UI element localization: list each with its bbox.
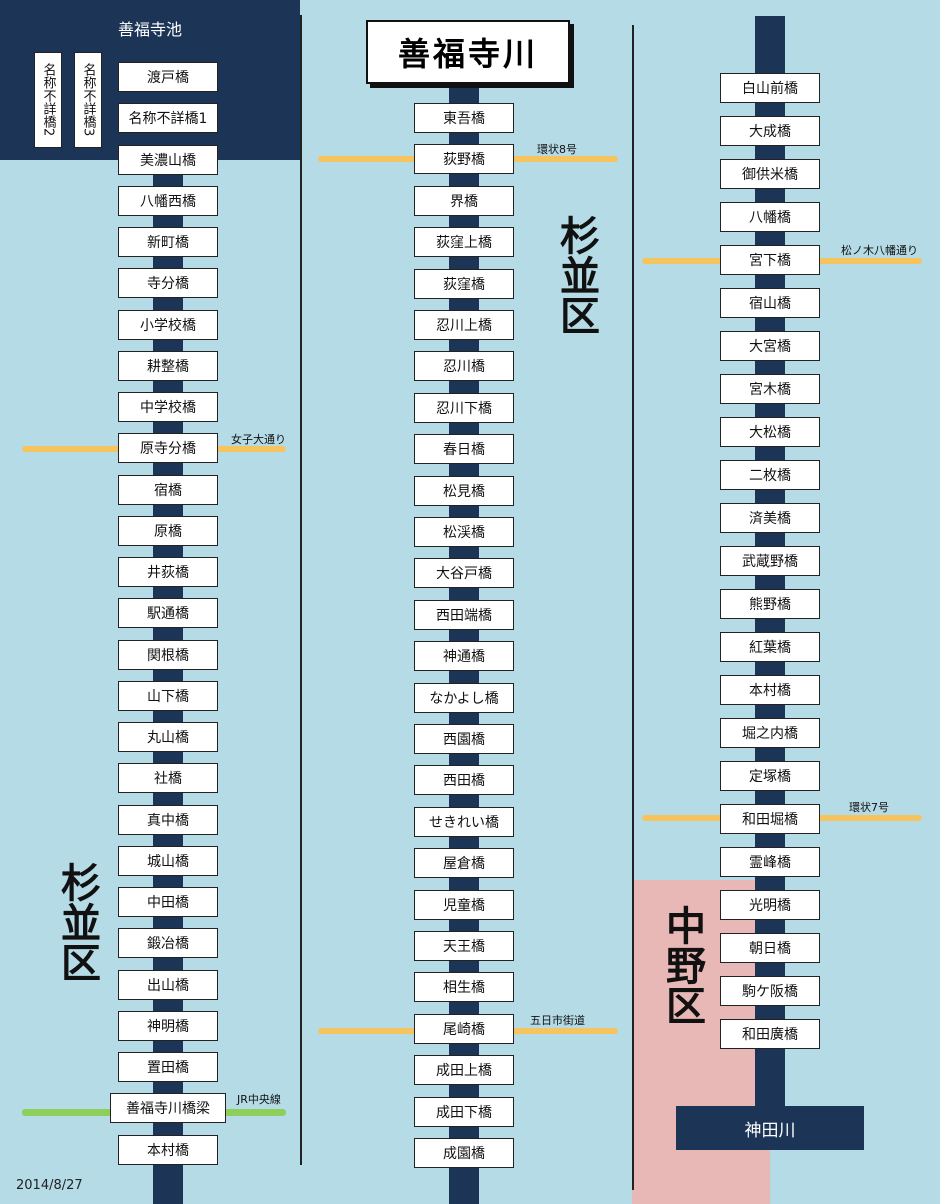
column-divider-2	[632, 25, 634, 1190]
ward-label-nakano: 中野区	[657, 905, 707, 1033]
bridge-left: 原寺分橋	[118, 433, 218, 464]
bridge-left: 原橋	[118, 515, 218, 546]
bridge-middle: 春日橋	[414, 434, 514, 465]
bridge-right: 本村橋	[720, 675, 820, 705]
bridge-left: 八幡西橋	[118, 185, 218, 216]
bridge-middle: 忍川橋	[414, 351, 514, 382]
bridge-middle: 界橋	[414, 185, 514, 216]
bridge-middle: 忍川下橋	[414, 392, 514, 423]
bridge-right: 武蔵野橋	[720, 546, 820, 576]
bridge-left: 渡戸橋	[118, 62, 218, 92]
bridge-right: 朝日橋	[720, 933, 820, 963]
bridge-left: 耕整橋	[118, 350, 218, 381]
bridge-right: 熊野橋	[720, 589, 820, 619]
bridge-middle: 忍川上橋	[414, 310, 514, 340]
bridge-left: 城山橋	[118, 845, 218, 876]
bridge-right: 二枚橋	[720, 460, 820, 490]
bridge-right: 宮下橋	[720, 245, 820, 275]
bridge-left: 名称不詳橋1	[118, 103, 218, 134]
bridge-right: 駒ケ阪橋	[720, 976, 820, 1006]
bridge-right: 御供米橋	[720, 159, 820, 189]
bridge-middle: 尾崎橋	[414, 1013, 514, 1044]
bridge-middle: 屋倉橋	[414, 848, 514, 879]
bridge-left: 寺分橋	[118, 268, 218, 299]
bridge-middle: 成田下橋	[414, 1096, 514, 1127]
bridge-right: 和田堀橋	[720, 804, 820, 834]
column-divider-1	[300, 15, 302, 1165]
date-label: 2014/8/27	[16, 1178, 83, 1193]
bridge-left: 真中橋	[118, 804, 218, 835]
bridge-middle: 東吾橋	[414, 103, 514, 133]
river-title-text: 善福寺川	[397, 35, 538, 73]
bridge-right: 紅葉橋	[720, 632, 820, 662]
bridge-right: 済美橋	[720, 503, 820, 533]
bridge-middle: 大谷戸橋	[414, 558, 514, 589]
bridge-left: 社橋	[118, 763, 218, 794]
bridge-right: 大宮橋	[720, 331, 820, 361]
road-label-megane: 女子大通り	[231, 433, 286, 446]
bridge-right: 宮木橋	[720, 374, 820, 404]
bridge-middle: 成田上橋	[414, 1055, 514, 1086]
bridge-left: 山下橋	[118, 680, 218, 711]
bridge-right: 白山前橋	[720, 73, 820, 103]
bridge-left: 置田橋	[118, 1052, 218, 1082]
bridge-middle: 荻窪上橋	[414, 227, 514, 258]
bridge-middle: 天王橋	[414, 931, 514, 961]
bridge-right: 定塚橋	[720, 761, 820, 791]
bridge-middle: 西田橋	[414, 765, 514, 796]
bridge-middle: 神通橋	[414, 641, 514, 672]
bridge-left: 神明橋	[118, 1010, 218, 1041]
road-label-kanjo8: 環状8号	[537, 143, 577, 156]
bridge-left: 井荻橋	[118, 557, 218, 587]
ward-label-suginami-left: 杉並区	[52, 862, 102, 990]
bridge-middle: せきれい橋	[414, 806, 514, 837]
bridge-left: 本村橋	[118, 1134, 218, 1165]
bridge-middle: 荻窪橋	[414, 268, 514, 299]
bridge-left: 丸山橋	[118, 722, 218, 752]
bridge-left: 駅通橋	[118, 598, 218, 629]
bridge-middle: 西田端橋	[414, 599, 514, 630]
bridge-middle: 相生橋	[414, 972, 514, 1003]
bridge-right: 霊峰橋	[720, 847, 820, 877]
bridge-right: 八幡橋	[720, 202, 820, 232]
river-title: 善福寺川	[366, 20, 570, 84]
ward-label-suginami-middle: 杉並区	[551, 215, 601, 343]
ward-label-text: 中野区	[659, 905, 705, 1025]
unnamed-bridge-2: 名称不詳橋2	[34, 52, 62, 148]
bridge-left: 小学校橋	[118, 309, 218, 340]
bridge-left: 善福寺川橋梁	[110, 1093, 226, 1124]
bridge-left: 中田橋	[118, 887, 218, 917]
bridge-left: 美濃山橋	[118, 144, 218, 175]
bridge-right: 堀之内橋	[720, 718, 820, 748]
ward-label-text: 杉並区	[553, 215, 599, 335]
bridge-left: 出山橋	[118, 969, 218, 1000]
unnamed-bridge-3: 名称不詳橋3	[74, 52, 102, 148]
bridge-left: 関根橋	[118, 639, 218, 670]
bridge-middle: 西園橋	[414, 724, 514, 754]
bridge-left: 鍛冶橋	[118, 928, 218, 959]
road-label-kanjo7: 環状7号	[849, 801, 889, 814]
road-label-matsunoki: 松ノ木八幡通り	[841, 244, 918, 257]
bridge-left: 新町橋	[118, 227, 218, 257]
bridge-middle: なかよし橋	[414, 682, 514, 713]
pond-title: 善福寺池	[117, 20, 182, 39]
bridge-middle: 成園橋	[414, 1138, 514, 1168]
bridge-left: 中学校橋	[118, 392, 218, 422]
ward-label-text: 杉並区	[54, 862, 100, 982]
rail-label-jr-chuo: JR中央線	[237, 1093, 281, 1106]
bridge-right: 宿山橋	[720, 288, 820, 318]
bridge-middle: 松渓橋	[414, 517, 514, 547]
kanda-river-label: 神田川	[744, 1120, 796, 1141]
bridge-middle: 荻野橋	[414, 144, 514, 175]
bridge-left: 宿橋	[118, 474, 218, 505]
bridge-right: 和田廣橋	[720, 1019, 820, 1049]
bridge-middle: 児童橋	[414, 889, 514, 920]
kanda-river: 神田川	[676, 1106, 864, 1150]
bridge-right: 大成橋	[720, 116, 820, 146]
bridge-right: 大松橋	[720, 417, 820, 447]
bridge-middle: 松見橋	[414, 475, 514, 506]
road-label-itsukaichi: 五日市街道	[530, 1014, 585, 1027]
bridge-right: 光明橋	[720, 890, 820, 920]
